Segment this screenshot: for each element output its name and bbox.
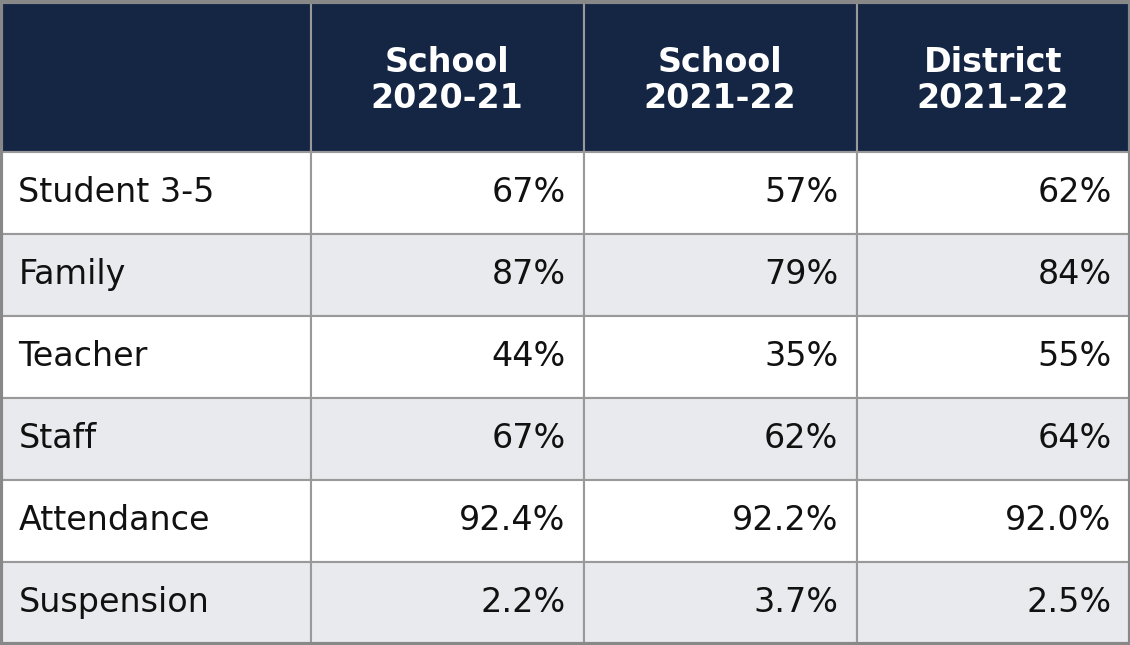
Text: 92.0%: 92.0% [1005,504,1112,537]
Text: 2020-21: 2020-21 [371,82,523,115]
Text: 92.4%: 92.4% [459,504,565,537]
Text: 62%: 62% [764,422,838,455]
Text: Teacher: Teacher [18,340,148,373]
Bar [583,1,857,152]
Bar [857,479,1130,562]
Bar [857,397,1130,479]
Bar [0,397,311,479]
Text: 2.5%: 2.5% [1026,586,1112,619]
Text: School: School [384,46,510,79]
Bar [857,233,1130,315]
Text: Family: Family [18,258,125,291]
Text: 2021-22: 2021-22 [644,82,797,115]
Text: 79%: 79% [764,258,838,291]
Bar [311,233,583,315]
Text: School: School [658,46,782,79]
Text: 62%: 62% [1037,176,1112,209]
Bar [857,315,1130,397]
Text: Suspension: Suspension [18,586,209,619]
Text: 35%: 35% [764,340,838,373]
Text: District: District [923,46,1062,79]
Text: Staff: Staff [18,422,97,455]
Bar [857,1,1130,152]
Text: 2021-22: 2021-22 [916,82,1069,115]
Bar [583,152,857,233]
Text: 92.2%: 92.2% [732,504,838,537]
Bar [311,315,583,397]
Text: 67%: 67% [492,176,565,209]
Text: Student 3-5: Student 3-5 [18,176,215,209]
Text: 84%: 84% [1037,258,1112,291]
Bar [857,562,1130,644]
Bar [583,315,857,397]
Text: 44%: 44% [492,340,565,373]
Bar [0,152,311,233]
Bar [0,233,311,315]
Bar [583,562,857,644]
Bar [583,397,857,479]
Bar [583,233,857,315]
Bar [311,562,583,644]
Bar [0,562,311,644]
Bar [311,479,583,562]
Bar [311,397,583,479]
Text: 87%: 87% [492,258,565,291]
Bar [857,152,1130,233]
Bar [311,1,583,152]
Text: 55%: 55% [1037,340,1112,373]
Bar [583,479,857,562]
Bar [0,479,311,562]
Text: Attendance: Attendance [18,504,210,537]
Bar [0,315,311,397]
Text: 67%: 67% [492,422,565,455]
Bar [311,152,583,233]
Text: 57%: 57% [764,176,838,209]
Bar [0,1,311,152]
Text: 64%: 64% [1037,422,1112,455]
Text: 2.2%: 2.2% [480,586,565,619]
Text: 3.7%: 3.7% [754,586,838,619]
